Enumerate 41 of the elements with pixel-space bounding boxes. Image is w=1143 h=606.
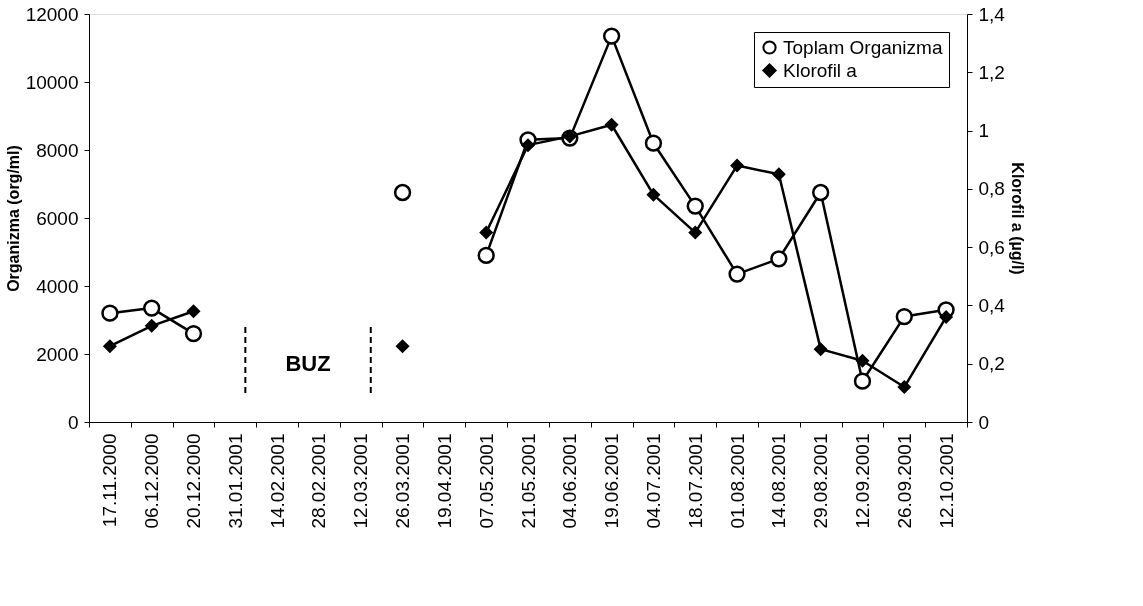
y-tick-label: 8000 [36,139,79,161]
x-tick-label: 17.11.2000 [99,433,121,528]
x-tick-label: 14.08.2001 [768,433,790,529]
x-tick-label: 28.02.2001 [308,433,330,529]
y-axis-title: Organizma (org/ml) [4,145,22,292]
x-tick-label: 12.03.2001 [350,433,372,529]
y-tick-label: 10000 [25,71,79,93]
y2-tick-label: 0 [978,411,990,433]
x-tick-label: 18.07.2001 [684,433,706,529]
x-tick-label: 26.03.2001 [392,433,414,529]
legend-label: Toplam Organizma [783,36,943,58]
x-tick-label: 19.04.2001 [433,433,455,529]
x-tick-label: 26.09.2001 [893,433,915,529]
x-tick-label: 20.12.2000 [183,433,205,529]
y-tick-label: 6000 [36,207,79,229]
x-tick-label: 31.01.2001 [224,433,246,529]
x-tick-label: 19.06.2001 [601,433,623,529]
y2-tick-label: 1 [978,120,990,142]
x-tick-label: 21.05.2001 [517,433,539,529]
y-tick-label: 0 [67,411,79,433]
annotation: BUZ [285,351,331,376]
x-tick-label: 07.05.2001 [475,433,497,529]
legend-label: Klorofil a [783,59,858,81]
y2-tick-label: 1,2 [978,61,1005,83]
y-tick-label: 4000 [36,275,79,297]
x-tick-label: 04.06.2001 [559,433,581,529]
x-tick-label: 12.10.2001 [935,433,957,529]
y2-tick-label: 1,4 [978,3,1006,25]
y-tick-label: 12000 [25,3,79,25]
y2-tick-label: 0,2 [978,353,1005,375]
y2-tick-label: 0,4 [978,294,1006,316]
x-tick-label: 14.02.2001 [266,433,288,529]
x-tick-label: 01.08.2001 [726,433,748,529]
x-tick-label: 12.09.2001 [851,433,873,529]
y2-tick-label: 0,8 [978,178,1005,200]
x-tick-label: 29.08.2001 [810,433,832,529]
y2-axis-title: Klorofil a (µg/l) [1008,162,1026,275]
y-tick-label: 2000 [36,343,79,365]
y2-tick-label: 0,6 [978,236,1005,258]
x-tick-label: 04.07.2001 [642,433,664,529]
x-tick-label: 06.12.2000 [141,433,163,529]
